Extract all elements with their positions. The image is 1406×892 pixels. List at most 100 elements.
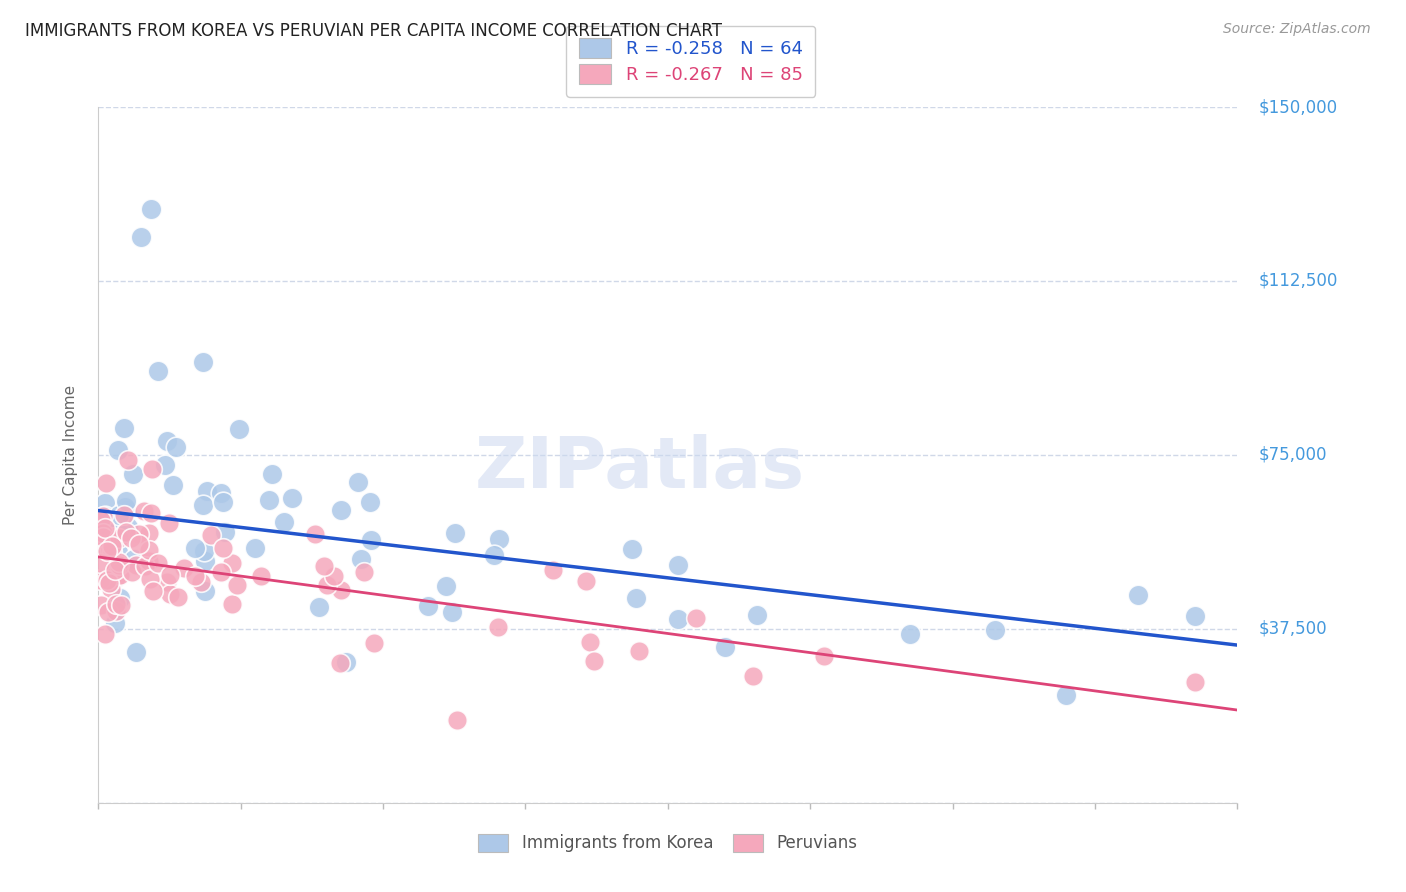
Point bbox=[183, 569, 205, 583]
Point bbox=[486, 620, 509, 634]
Point bbox=[308, 600, 330, 615]
Point bbox=[131, 230, 153, 244]
Point bbox=[112, 508, 135, 523]
Point bbox=[813, 649, 835, 664]
Point bbox=[132, 504, 155, 518]
Point bbox=[488, 532, 510, 546]
Point bbox=[115, 503, 138, 517]
Point bbox=[444, 526, 467, 541]
Point bbox=[747, 607, 769, 622]
Point bbox=[159, 568, 181, 582]
Point bbox=[128, 537, 150, 551]
Point bbox=[124, 645, 146, 659]
Point bbox=[482, 549, 505, 563]
Point bbox=[91, 508, 114, 523]
Point bbox=[108, 508, 131, 523]
Point bbox=[134, 559, 156, 574]
Point bbox=[714, 640, 737, 654]
Point bbox=[579, 635, 602, 649]
Point bbox=[91, 525, 114, 540]
Point bbox=[90, 598, 112, 612]
Point bbox=[742, 669, 765, 683]
Point bbox=[228, 422, 250, 436]
Point bbox=[685, 611, 707, 625]
Point bbox=[1126, 588, 1149, 602]
Point bbox=[984, 623, 1007, 637]
Text: Source: ZipAtlas.com: Source: ZipAtlas.com bbox=[1223, 22, 1371, 37]
Point bbox=[434, 579, 457, 593]
Point bbox=[575, 574, 598, 589]
Point bbox=[221, 597, 243, 611]
Point bbox=[159, 586, 181, 600]
Point bbox=[194, 554, 217, 568]
Text: $75,000: $75,000 bbox=[1258, 446, 1327, 464]
Point bbox=[104, 571, 127, 585]
Point bbox=[156, 434, 179, 448]
Text: ZIPatlas: ZIPatlas bbox=[474, 434, 804, 503]
Point bbox=[110, 598, 132, 612]
Point bbox=[100, 544, 122, 558]
Point bbox=[359, 495, 381, 509]
Point bbox=[128, 526, 150, 541]
Point bbox=[211, 541, 233, 555]
Point bbox=[103, 561, 125, 575]
Point bbox=[90, 540, 112, 554]
Point bbox=[121, 565, 143, 579]
Point bbox=[281, 491, 304, 505]
Point bbox=[440, 606, 463, 620]
Point bbox=[122, 551, 145, 566]
Point bbox=[898, 626, 921, 640]
Point bbox=[153, 458, 176, 473]
Point bbox=[190, 575, 212, 590]
Point bbox=[626, 591, 648, 605]
Point bbox=[96, 536, 118, 550]
Point bbox=[96, 475, 118, 490]
Point bbox=[250, 569, 273, 583]
Point bbox=[1184, 608, 1206, 623]
Point bbox=[350, 552, 373, 566]
Point bbox=[446, 713, 468, 727]
Point bbox=[541, 563, 564, 577]
Point bbox=[121, 531, 143, 545]
Point bbox=[112, 421, 135, 435]
Legend: Immigrants from Korea, Peruvians: Immigrants from Korea, Peruvians bbox=[467, 822, 869, 864]
Y-axis label: Per Capita Income: Per Capita Income bbox=[63, 384, 77, 525]
Point bbox=[125, 558, 148, 573]
Point bbox=[96, 573, 118, 587]
Text: $150,000: $150,000 bbox=[1258, 98, 1337, 116]
Point bbox=[89, 556, 111, 570]
Point bbox=[304, 526, 326, 541]
Point bbox=[363, 635, 385, 649]
Point bbox=[101, 530, 124, 544]
Point bbox=[91, 533, 114, 547]
Point bbox=[139, 506, 162, 520]
Point bbox=[193, 544, 215, 558]
Point bbox=[262, 467, 284, 482]
Point bbox=[360, 533, 382, 547]
Point bbox=[146, 364, 169, 378]
Point bbox=[97, 606, 120, 620]
Point bbox=[328, 656, 350, 670]
Point bbox=[139, 572, 162, 586]
Point bbox=[90, 513, 112, 527]
Point bbox=[108, 558, 131, 573]
Point bbox=[108, 591, 131, 605]
Point bbox=[314, 558, 336, 573]
Point bbox=[221, 557, 243, 571]
Point bbox=[620, 541, 643, 556]
Point bbox=[139, 202, 162, 216]
Point bbox=[666, 612, 689, 626]
Point bbox=[173, 561, 195, 575]
Text: $37,500: $37,500 bbox=[1258, 620, 1327, 638]
Point bbox=[157, 516, 180, 531]
Point bbox=[138, 554, 160, 568]
Point bbox=[107, 545, 129, 559]
Point bbox=[122, 467, 145, 481]
Point bbox=[353, 565, 375, 579]
Point bbox=[209, 486, 232, 500]
Point bbox=[316, 578, 339, 592]
Point bbox=[214, 524, 236, 539]
Point bbox=[98, 576, 121, 591]
Point bbox=[107, 443, 129, 458]
Point bbox=[193, 355, 215, 369]
